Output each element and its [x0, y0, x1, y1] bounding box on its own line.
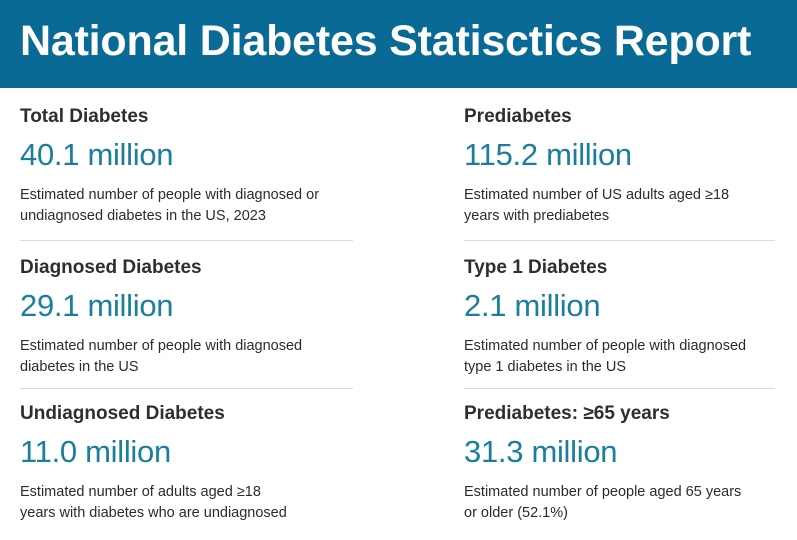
stat-description: Estimated number of people with diagnose…: [20, 336, 350, 378]
divider: [464, 240, 775, 241]
stat-description: Estimated number of US adults aged ≥18 y…: [464, 185, 794, 227]
stat-description-line: years with prediabetes: [464, 208, 610, 224]
divider: [464, 388, 775, 389]
stat-description: Estimated number of adults aged ≥18 year…: [20, 482, 350, 524]
stat-description-line: Estimated number of people with diagnose…: [20, 338, 303, 354]
stat-description: Estimated number of people with diagnose…: [464, 336, 794, 378]
stat-description-line: Estimated number of people with diagnose…: [20, 187, 320, 203]
stat-description: Estimated number of people with diagnose…: [20, 185, 350, 227]
divider: [20, 388, 353, 389]
stat-description-line: or older (52.1%): [464, 505, 568, 521]
stat-value: 40.1 million: [20, 137, 174, 172]
stat-prediabetes-65-plus: Prediabetes: ≥65 years 31.3 million Esti…: [464, 403, 797, 524]
stat-prediabetes: Prediabetes 115.2 million Estimated numb…: [464, 106, 797, 227]
page-title: National Diabetes Statisctics Report: [20, 17, 752, 65]
stat-label: Type 1 Diabetes: [464, 257, 608, 278]
stat-value: 2.1 million: [464, 288, 601, 323]
stat-type1-diabetes: Type 1 Diabetes 2.1 million Estimated nu…: [464, 257, 797, 378]
stat-description-line: undiagnosed diabetes in the US, 2023: [20, 208, 266, 224]
stat-value: 31.3 million: [464, 434, 618, 469]
stat-description-line: type 1 diabetes in the US: [464, 359, 627, 375]
stat-total-diabetes: Total Diabetes 40.1 million Estimated nu…: [20, 106, 360, 227]
stat-description-line: Estimated number of adults aged ≥18: [20, 484, 261, 500]
stat-description-line: Estimated number of people aged 65 years: [464, 484, 742, 500]
stat-label: Total Diabetes: [20, 106, 149, 127]
stat-undiagnosed-diabetes: Undiagnosed Diabetes 11.0 million Estima…: [20, 403, 360, 524]
header-banner: National Diabetes Statisctics Report: [0, 0, 797, 88]
stat-description-line: Estimated number of US adults aged ≥18: [464, 187, 730, 203]
stat-description-line: Estimated number of people with diagnose…: [464, 338, 747, 354]
stat-label: Prediabetes: [464, 106, 572, 127]
stat-value: 29.1 million: [20, 288, 174, 323]
stat-value: 11.0 million: [20, 434, 171, 469]
stat-label: Diagnosed Diabetes: [20, 257, 202, 278]
stat-diagnosed-diabetes: Diagnosed Diabetes 29.1 million Estimate…: [20, 257, 360, 378]
divider: [20, 240, 353, 241]
stat-label: Undiagnosed Diabetes: [20, 403, 225, 424]
stat-description-line: years with diabetes who are undiagnosed: [20, 505, 287, 521]
stat-description: Estimated number of people aged 65 years…: [464, 482, 794, 524]
stat-value: 115.2 million: [464, 137, 632, 172]
stat-label: Prediabetes: ≥65 years: [464, 403, 670, 424]
stat-description-line: diabetes in the US: [20, 359, 139, 375]
